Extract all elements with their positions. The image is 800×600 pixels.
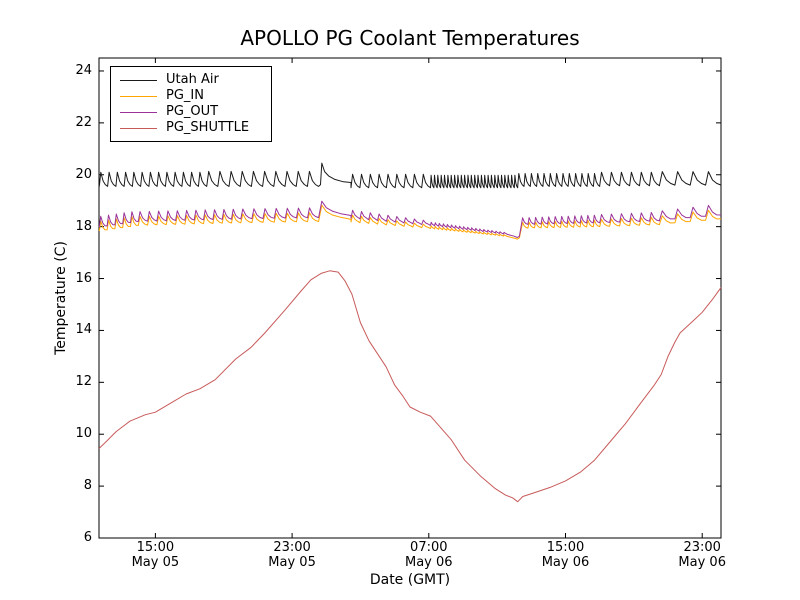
series-pg-in-line [98, 204, 721, 240]
x-tick-label: 15:00 May 06 [541, 540, 590, 570]
x-tick-label: 23:00 May 05 [268, 540, 316, 570]
legend-item-pg-in: PG_IN [120, 88, 271, 104]
y-tick-label: 14 [75, 322, 92, 338]
x-tick-label: 15:00 May 05 [131, 540, 180, 570]
y-tick-label: 16 [75, 270, 92, 286]
legend-line-swatch [120, 95, 157, 97]
legend-label: PG_SHUTTLE [166, 120, 250, 135]
legend-line-swatch [120, 79, 157, 81]
y-tick-label: 18 [75, 218, 92, 234]
x-tick-label: 23:00 May 06 [678, 540, 726, 570]
legend: Utah Air PG_IN PG_OUT PG_SHUTTLE [110, 66, 272, 142]
x-tick-label: 07:00 May 06 [405, 540, 453, 570]
legend-line-swatch [120, 127, 157, 129]
chart-title: APOLLO PG Coolant Temperatures [240, 26, 580, 50]
plot-frame [98, 57, 722, 539]
legend-item-pg-shuttle: PG_SHUTTLE [120, 120, 271, 136]
series-utah-air-line [98, 162, 722, 189]
y-tick-label: 10 [75, 426, 92, 442]
y-tick-label: 6 [83, 530, 92, 545]
legend-item-utah-air: Utah Air [120, 72, 271, 88]
legend-item-pg-out: PG_OUT [120, 104, 271, 120]
series-pg-shuttle-line [98, 270, 722, 503]
y-tick-label: 8 [83, 478, 92, 494]
y-tick-label: 24 [75, 62, 92, 78]
legend-label: PG_OUT [166, 104, 219, 119]
series-pg-out-line [98, 200, 722, 238]
legend-line-swatch [120, 111, 157, 113]
y-tick-label: 20 [75, 166, 92, 182]
legend-label: PG_IN [166, 88, 204, 103]
x-axis-label: Date (GMT) [369, 572, 451, 588]
legend-label: Utah Air [166, 72, 219, 87]
y-tick-label: 12 [75, 374, 92, 390]
y-tick-label: 22 [75, 114, 92, 130]
